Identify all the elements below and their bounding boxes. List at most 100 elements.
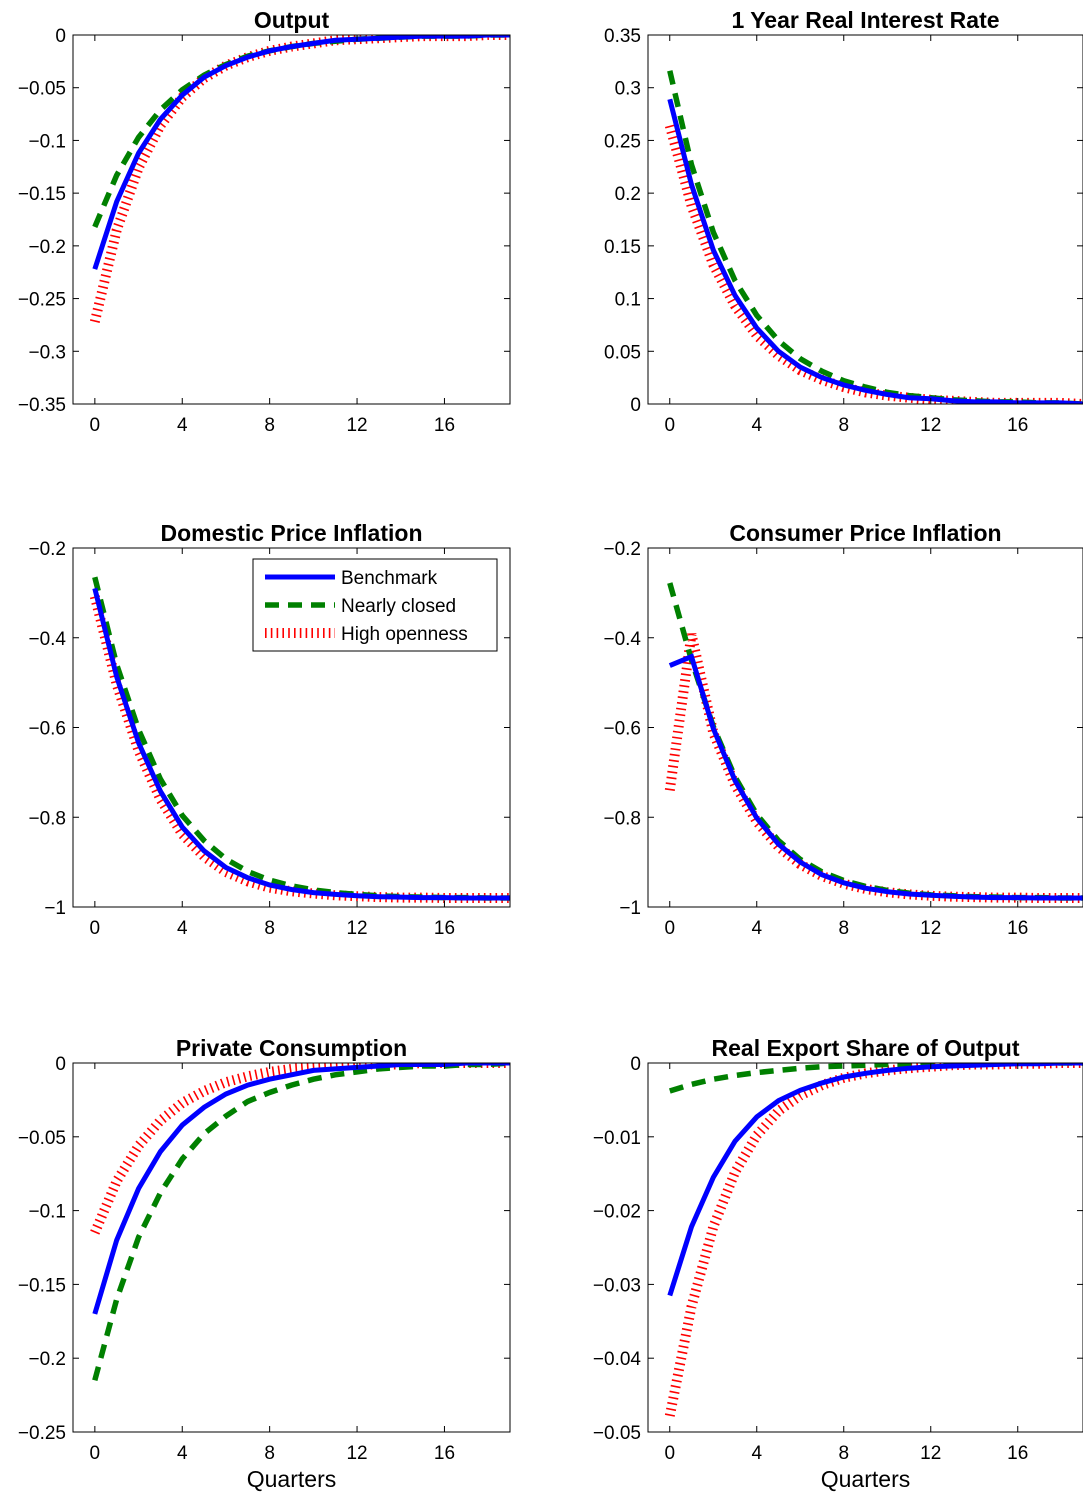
x-tick-label: 16 [1007,415,1028,436]
y-tick-label: −1 [44,898,66,919]
y-tick-label: −0.1 [28,131,66,152]
x-tick-label: 0 [90,415,101,436]
y-tick-label: −0.2 [28,237,66,258]
y-tick-label: −0.05 [593,1423,641,1444]
x-tick-label: 8 [838,918,849,939]
x-tick-label: 12 [346,918,367,939]
y-tick-label: 0.3 [615,79,641,100]
y-tick-label: −0.6 [28,719,66,740]
series-lines [664,1063,1083,1417]
y-tick-label: 0.35 [604,26,641,47]
y-tick-label: −0.2 [28,1349,66,1370]
series-lines [664,70,1083,404]
x-tick-label: 8 [838,415,849,436]
x-tick-label: 12 [346,1443,367,1464]
series-line-benchmark [667,1063,1083,1297]
x-tick-label: 4 [751,1443,762,1464]
x-tick-label: 0 [664,415,675,436]
x-tick-label: 16 [1007,918,1028,939]
x-tick-label: 8 [838,1443,849,1464]
y-tick-label: 0.15 [604,237,641,258]
x-tick-label: 12 [920,918,941,939]
y-tick-label: −0.15 [18,1275,66,1296]
y-tick-label: −0.8 [603,808,641,829]
y-tick-label: −0.3 [28,342,66,363]
series-line-benchmark [92,587,510,901]
panel-6: Real Export Share of Output 0 4 8 12 16 0 −0.01… [593,1035,1083,1492]
y-tick-label: 0.25 [604,131,641,152]
x-tick-label: 4 [177,415,188,436]
y-tick-label: −0.05 [18,79,66,100]
x-axis-label: Quarters [247,1466,336,1492]
series-lines [89,35,510,323]
y-tick-label: −0.8 [28,808,66,829]
y-tick-label: −0.25 [18,1423,66,1444]
y-tick-label: −0.2 [28,539,66,560]
x-tick-label: 8 [264,1443,275,1464]
y-tick-label: −0.1 [28,1202,66,1223]
panel-title: Domestic Price Inflation [160,520,422,546]
panel-title: Consumer Price Inflation [729,520,1001,546]
x-tick-label: 4 [751,415,762,436]
x-tick-label: 4 [177,918,188,939]
panel-2: 1 Year Real Interest Rate 0 4 8 12 16 0.35 0.3 0… [604,7,1083,436]
y-tick-label: −0.04 [593,1349,642,1370]
axes-box [72,1062,511,1433]
y-tick-label: 0 [55,26,66,47]
y-tick-label: −0.25 [18,290,66,311]
y-tick-label: 0.2 [615,184,641,205]
x-tick-label: 0 [664,1443,675,1464]
y-tick-label: −0.15 [18,184,66,205]
y-tick-label: −0.4 [28,629,66,650]
series-lines [90,1063,510,1382]
panel-title: Real Export Share of Output [712,1035,1020,1061]
y-tick-label: −0.2 [603,539,641,560]
series-line-benchmark [667,98,1083,404]
panel-4: Consumer Price Inflation 0 4 8 12 16 −0.2 −0.4 −… [603,520,1083,939]
series-line-benchmark [92,1063,510,1315]
series-lines [664,582,1083,903]
x-tick-label: 4 [751,918,762,939]
x-tick-label: 8 [264,415,275,436]
y-tick-label: 0 [630,1054,641,1075]
y-tick-label: −0.02 [593,1202,641,1223]
legend-label: High openness [341,624,468,645]
y-tick-label: −0.4 [603,629,641,650]
y-tick-label: −0.03 [593,1275,641,1296]
y-tick-label: −0.35 [18,395,66,416]
panel-title: Output [254,7,330,33]
series-line-nearly-closed [92,35,510,228]
panel-5: Private Consumption 0 4 8 12 16 0 −0.05 −0.1 −0.1… [18,1035,511,1492]
series-line-high-openness [664,124,1083,404]
y-tick-label: −0.6 [603,719,641,740]
series-line-benchmark [92,35,510,270]
x-tick-label: 8 [264,918,275,939]
series-line-high-openness [90,1063,510,1235]
x-tick-label: 16 [434,918,455,939]
x-tick-label: 4 [177,1443,188,1464]
legend-label: Nearly closed [341,596,456,617]
series-lines [89,576,510,903]
panel-title: Private Consumption [176,1035,407,1061]
series-line-high-openness [89,595,510,903]
series-line-nearly-closed [668,1063,1083,1094]
y-tick-label: −0.05 [18,1128,66,1149]
x-tick-label: 16 [434,415,455,436]
x-tick-label: 16 [434,1443,455,1464]
series-line-benchmark [668,653,1083,901]
y-tick-label: −0.01 [593,1128,641,1149]
legend-label: Benchmark [341,568,438,589]
x-tick-label: 12 [346,415,367,436]
y-tick-label: −1 [619,898,641,919]
x-tick-label: 0 [90,918,101,939]
axes-box [72,34,511,405]
x-tick-label: 12 [920,1443,941,1464]
panel-3: Domestic Price Inflation 0 4 8 12 16 −0.2 −0.4 −… [28,520,511,939]
axes-box [647,1062,1083,1433]
y-tick-label: 0.1 [615,290,641,311]
legend: Benchmark Nearly closed High openness [252,558,498,652]
x-tick-label: 16 [1007,1443,1028,1464]
y-tick-label: 0.05 [604,342,641,363]
